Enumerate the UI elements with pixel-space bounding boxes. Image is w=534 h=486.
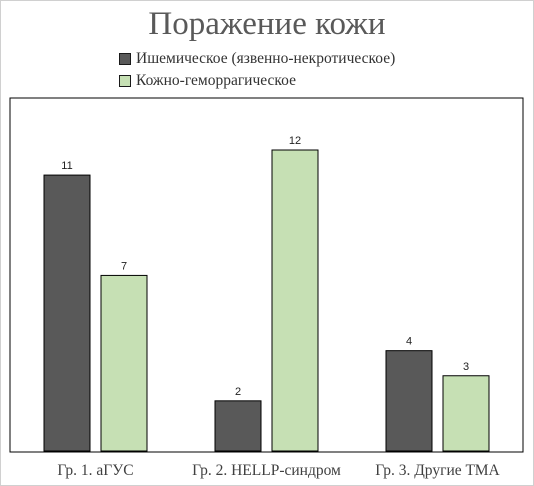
- data-label-s2-c2: 12: [289, 135, 301, 147]
- plot-area: [9, 97, 524, 453]
- category-label-3: Гр. 3. Другие ТМА: [375, 462, 500, 479]
- data-label-s1-c3: 4: [406, 336, 412, 348]
- chart-title: Поражение кожи: [148, 6, 386, 42]
- bar-s2-c1: [100, 274, 148, 452]
- data-label-s1-c2: 2: [235, 386, 241, 398]
- data-label-s2-c3: 3: [463, 361, 469, 373]
- bar-s1-c2: [214, 400, 262, 452]
- bar-s1-c3: [385, 350, 433, 452]
- legend-swatch-hemorrhagic: [119, 75, 131, 87]
- legend-label-hemorrhagic: Кожно-геморрагическое: [136, 72, 296, 89]
- category-label-1: Гр. 1. аГУС: [57, 462, 133, 479]
- legend: Ишемическое (язвенно-некротическое) Кожн…: [119, 48, 395, 92]
- legend-item-hemorrhagic: Кожно-геморрагическое: [119, 70, 395, 92]
- bar-s1-c1: [43, 174, 91, 452]
- data-label-s2-c1: 7: [121, 260, 127, 272]
- bar-s2-c2: [271, 149, 319, 452]
- legend-swatch-ischemic: [119, 53, 131, 65]
- bar-s2-c3: [442, 375, 490, 452]
- legend-item-ischemic: Ишемическое (язвенно-некротическое): [119, 48, 395, 70]
- category-label-2: Гр. 2. HELLP-синдром: [192, 462, 341, 479]
- data-label-s1-c1: 11: [61, 160, 72, 172]
- legend-label-ischemic: Ишемическое (язвенно-некротическое): [136, 50, 396, 67]
